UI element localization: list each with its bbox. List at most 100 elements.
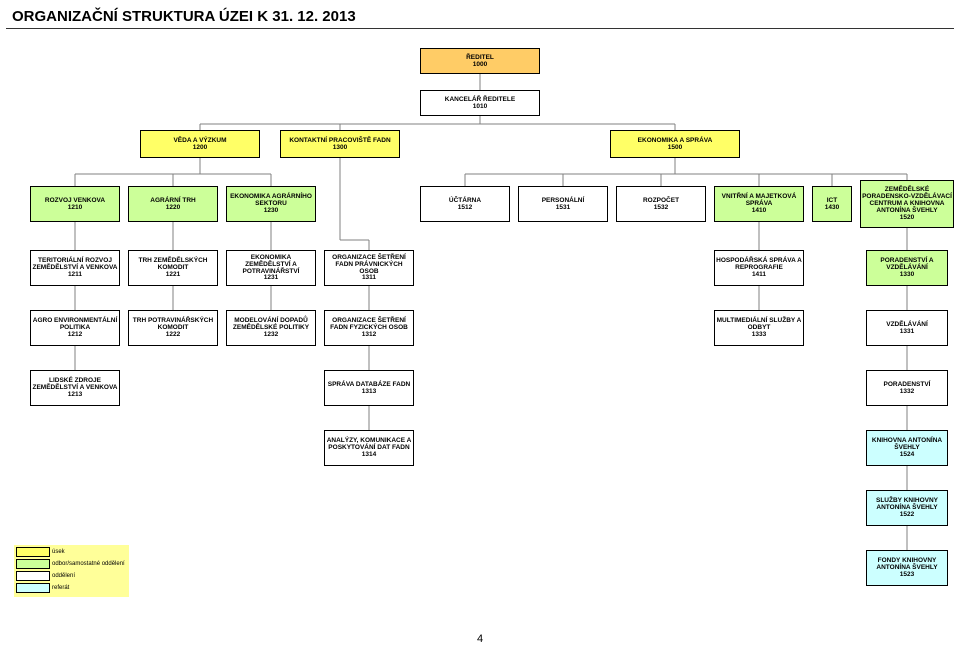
legend-row: úsek xyxy=(16,547,125,557)
org-box-1520: ZEMĚDĚLSKÉ PORADENSKO-VZDĚLÁVACÍ CENTRUM… xyxy=(860,180,954,228)
org-box-code: 1212 xyxy=(68,332,82,339)
org-box-1330: PORADENSTVÍ A VZDĚLÁVÁNÍ1330 xyxy=(866,250,948,286)
org-box-code: 1522 xyxy=(900,512,914,519)
org-box-1222: TRH POTRAVINÁŘSKÝCH KOMODIT1222 xyxy=(128,310,218,346)
org-box-code: 1430 xyxy=(825,205,839,212)
legend-swatch xyxy=(16,559,50,569)
org-box-code: 1512 xyxy=(458,205,472,212)
legend: úsek odbor/samostatné oddělení oddělení ref… xyxy=(14,545,129,597)
org-box-1523: FONDY KNIHOVNY ANTONÍNA ŠVEHLY1523 xyxy=(866,550,948,586)
org-box-code: 1300 xyxy=(333,145,347,152)
org-box-label: SLUŽBY KNIHOVNY ANTONÍNA ŠVEHLY xyxy=(867,497,947,512)
org-box-code: 1523 xyxy=(900,572,914,579)
org-box-code: 1331 xyxy=(900,329,914,336)
legend-row: referát xyxy=(16,583,125,593)
org-box-1313: SPRÁVA DATABÁZE FADN1313 xyxy=(324,370,414,406)
org-box-1524: KNIHOVNA ANTONÍNA ŠVEHLY1524 xyxy=(866,430,948,466)
org-box-code: 1532 xyxy=(654,205,668,212)
org-box-code: 1221 xyxy=(166,272,180,279)
org-box-1232: MODELOVÁNÍ DOPADŮ ZEMĚDĚLSKÉ POLITIKY123… xyxy=(226,310,316,346)
org-box-1312: ORGANIZACE ŠETŘENÍ FADN FYZICKÝCH OSOB13… xyxy=(324,310,414,346)
org-box-label: FONDY KNIHOVNY ANTONÍNA ŠVEHLY xyxy=(867,557,947,572)
org-box-label: ORGANIZACE ŠETŘENÍ FADN PRÁVNICKÝCH OSOB xyxy=(325,254,413,275)
org-usek-1300: KONTAKTNÍ PRACOVIŠTĚ FADN1300 xyxy=(280,130,400,158)
org-box-code: 1211 xyxy=(68,272,82,279)
org-usek-1500: EKONOMIKA A SPRÁVA1500 xyxy=(610,130,740,158)
org-office: KANCELÁŘ ŘEDITELE1010 xyxy=(420,90,540,116)
org-box-code: 1220 xyxy=(166,205,180,212)
org-box-1220: AGRÁRNÍ TRH1220 xyxy=(128,186,218,222)
org-box-code: 1230 xyxy=(264,208,278,215)
legend-label: oddělení xyxy=(52,573,75,579)
org-box-code: 1222 xyxy=(166,332,180,339)
org-box-1231: EKONOMIKA ZEMĚDĚLSTVÍ A POTRAVINÁŘSTVÍ12… xyxy=(226,250,316,286)
org-box-label: EKONOMIKA ZEMĚDĚLSTVÍ A POTRAVINÁŘSTVÍ xyxy=(227,254,315,275)
org-box-code: 1000 xyxy=(473,62,487,69)
org-box-code: 1500 xyxy=(668,145,682,152)
legend-swatch xyxy=(16,547,50,557)
org-box-label: PORADENSTVÍ A VZDĚLÁVÁNÍ xyxy=(867,257,947,272)
org-chart-page: ORGANIZAČNÍ STRUKTURA ÚZEI K 31. 12. 201… xyxy=(0,0,960,651)
org-box-label: MODELOVÁNÍ DOPADŮ ZEMĚDĚLSKÉ POLITIKY xyxy=(227,317,315,332)
org-box-1314: ANALÝZY, KOMUNIKACE A POSKYTOVÁNÍ DAT FA… xyxy=(324,430,414,466)
org-box-code: 1332 xyxy=(900,389,914,396)
org-box-label: LIDSKÉ ZDROJE ZEMĚDĚLSTVÍ A VENKOVA xyxy=(31,377,119,392)
legend-row: oddělení xyxy=(16,571,125,581)
org-box-1221: TRH ZEMĚDĚLSKÝCH KOMODIT1221 xyxy=(128,250,218,286)
org-box-code: 1210 xyxy=(68,205,82,212)
org-box-1311: ORGANIZACE ŠETŘENÍ FADN PRÁVNICKÝCH OSOB… xyxy=(324,250,414,286)
org-box-1210: ROZVOJ VENKOVA1210 xyxy=(30,186,120,222)
org-box-1512: ÚČTÁRNA1512 xyxy=(420,186,510,222)
org-box-1230: EKONOMIKA AGRÁRNÍHO SEKTORU1230 xyxy=(226,186,316,222)
org-box-code: 1314 xyxy=(362,452,376,459)
org-box-label: MULTIMEDIÁLNÍ SLUŽBY A ODBYT xyxy=(715,317,803,332)
org-box-label: ZEMĚDĚLSKÉ PORADENSKO-VZDĚLÁVACÍ CENTRUM… xyxy=(861,186,953,214)
org-box-code: 1520 xyxy=(900,215,914,222)
legend-label: odbor/samostatné oddělení xyxy=(52,561,125,567)
org-box-label: VNITŘNÍ A MAJETKOVÁ SPRÁVA xyxy=(715,193,803,208)
legend-label: úsek xyxy=(52,549,65,555)
org-box-1211: TERITORIÁLNÍ ROZVOJ ZEMĚDĚLSTVÍ A VENKOV… xyxy=(30,250,120,286)
org-box-code: 1200 xyxy=(193,145,207,152)
org-box-1410: VNITŘNÍ A MAJETKOVÁ SPRÁVA1410 xyxy=(714,186,804,222)
legend-row: odbor/samostatné oddělení xyxy=(16,559,125,569)
org-box-1333: MULTIMEDIÁLNÍ SLUŽBY A ODBYT1333 xyxy=(714,310,804,346)
org-box-code: 1312 xyxy=(362,332,376,339)
org-box-label: HOSPODÁŘSKÁ SPRÁVA A REPROGRAFIE xyxy=(715,257,803,272)
org-box-1411: HOSPODÁŘSKÁ SPRÁVA A REPROGRAFIE1411 xyxy=(714,250,804,286)
org-box-1532: ROZPOČET1532 xyxy=(616,186,706,222)
org-usek-1200: VĚDA A VÝZKUM1200 xyxy=(140,130,260,158)
org-box-code: 1010 xyxy=(473,104,487,111)
org-box-label: KNIHOVNA ANTONÍNA ŠVEHLY xyxy=(867,437,947,452)
org-box-code: 1411 xyxy=(752,272,766,279)
org-box-code: 1213 xyxy=(68,392,82,399)
org-box-code: 1231 xyxy=(264,275,278,282)
page-number: 4 xyxy=(0,633,960,645)
org-box-1332: PORADENSTVÍ1332 xyxy=(866,370,948,406)
org-box-code: 1232 xyxy=(264,332,278,339)
org-box-1531: PERSONÁLNÍ1531 xyxy=(518,186,608,222)
legend-swatch xyxy=(16,583,50,593)
org-box-label: TRH ZEMĚDĚLSKÝCH KOMODIT xyxy=(129,257,217,272)
org-box-1430: ICT1430 xyxy=(812,186,852,222)
org-box-1331: VZDĚLÁVÁNÍ1331 xyxy=(866,310,948,346)
org-box-code: 1531 xyxy=(556,205,570,212)
org-box-1522: SLUŽBY KNIHOVNY ANTONÍNA ŠVEHLY1522 xyxy=(866,490,948,526)
org-box-label: EKONOMIKA AGRÁRNÍHO SEKTORU xyxy=(227,193,315,208)
org-box-1212: AGRO ENVIRONMENTÁLNÍ POLITIKA1212 xyxy=(30,310,120,346)
org-box-1213: LIDSKÉ ZDROJE ZEMĚDĚLSTVÍ A VENKOVA1213 xyxy=(30,370,120,406)
legend-label: referát xyxy=(52,585,69,591)
org-box-label: TRH POTRAVINÁŘSKÝCH KOMODIT xyxy=(129,317,217,332)
org-root: ŘEDITEL1000 xyxy=(420,48,540,74)
org-box-code: 1330 xyxy=(900,272,914,279)
org-box-code: 1311 xyxy=(362,275,376,282)
org-box-code: 1524 xyxy=(900,452,914,459)
legend-swatch xyxy=(16,571,50,581)
org-box-label: AGRO ENVIRONMENTÁLNÍ POLITIKA xyxy=(31,317,119,332)
org-box-code: 1410 xyxy=(752,208,766,215)
org-box-label: ORGANIZACE ŠETŘENÍ FADN FYZICKÝCH OSOB xyxy=(325,317,413,332)
org-box-label: TERITORIÁLNÍ ROZVOJ ZEMĚDĚLSTVÍ A VENKOV… xyxy=(31,257,119,272)
org-box-code: 1333 xyxy=(752,332,766,339)
org-box-code: 1313 xyxy=(362,389,376,396)
org-box-label: ANALÝZY, KOMUNIKACE A POSKYTOVÁNÍ DAT FA… xyxy=(325,437,413,452)
